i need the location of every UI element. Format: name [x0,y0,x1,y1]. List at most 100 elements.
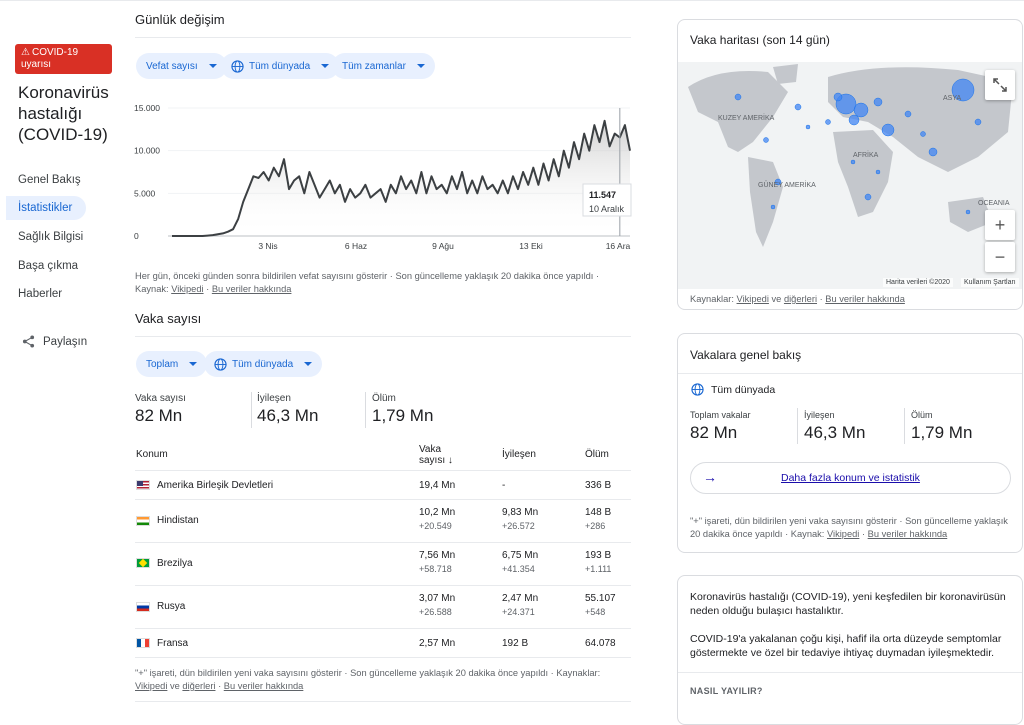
table-row[interactable]: Amerika Birleşik Devletleri 19,4 Mn - 33… [135,471,631,500]
wikipedia-link[interactable]: Vikipedi [826,529,860,539]
row-cases-value: 3,07 Mn [419,593,456,604]
table-row[interactable]: Hindistan 10,2 Mn +20.549 9,83 Mn +26.572 … [135,500,631,543]
row-location: Rusya [157,601,186,612]
row-cases: 7,56 Mn +58.718 [419,550,455,574]
scope-label: Tüm dünyada [711,383,776,396]
row-location: Brezilya [157,558,193,569]
about-data-link[interactable]: Bu veriler hakkında [825,294,905,304]
row-cases-value: 10,2 Mn [419,507,456,518]
metric-dropdown-label: Vefat sayısı [146,60,198,72]
total-cases-label: Toplam vakalar [690,410,751,420]
chart-x-tick-label: 9 Ağu [432,241,454,251]
col-cases[interactable]: Vaka sayısı ↓ [419,444,453,466]
summary-recovered-label: İyileşen [257,393,291,404]
row-cases: 2,57 Mn [419,638,456,649]
row-location: Fransa [157,638,189,649]
divider [797,408,798,444]
recovered-value: 46,3 Mn [804,423,866,442]
deaths-label: Ölüm [911,410,933,420]
chart-x-tick-label: 13 Eki [519,241,543,251]
wikipedia-link[interactable]: Vikipedi [135,681,168,691]
covid-alert-badge[interactable]: ⚠ COVID-19 uyarısı [15,44,112,74]
table-row[interactable]: Fransa 2,57 Mn 192 B 64.078 [135,629,631,658]
table-header: Konum Vaka sayısı ↓ İyileşen Ölüm [135,442,631,471]
row-cases: 10,2 Mn +20.549 [419,507,455,531]
share-button[interactable]: Paylaşın [22,335,87,348]
summary-deaths-label: Ölüm [372,393,396,404]
row-deaths-new: +286 [585,521,606,531]
cases-region-dropdown[interactable]: Tüm dünyada [204,351,323,377]
divider [251,392,252,428]
fullscreen-button[interactable] [985,70,1015,100]
sidebar-item-coping[interactable]: Başa çıkma [18,260,79,272]
zoom-out-button[interactable]: − [985,242,1015,272]
divider [135,701,631,702]
row-deaths: 55.107 +548 [585,593,616,617]
summary-cases-label: Vaka sayısı [135,393,186,404]
more-stats-button[interactable]: → Daha fazla konum ve istatistik [690,462,1011,494]
metric-dropdown[interactable]: Vefat sayısı [136,53,227,79]
sidebar-item-overview[interactable]: Genel Bakış [18,174,81,186]
how-spreads-heading[interactable]: NASIL YAYILIR? [690,686,763,696]
daily-note-text: Her gün, önceki günden sonra bildirilen … [135,271,600,281]
deaths-value: 1,79 Mn [911,423,973,442]
chart-tooltip: 11.547 10 Aralık [582,183,632,217]
chart-y-tick-label: 15.000 [134,103,160,113]
daily-deaths-chart[interactable]: 15.000 10.000 5.000 0 3 Nis 6 Haz 9 Ağu 13 Eki 1… [128,96,634,256]
others-link[interactable]: diğerleri [182,681,216,691]
about-data-link[interactable]: Bu veriler hakkında [867,529,948,539]
zoom-in-button[interactable]: + [985,210,1015,240]
wikipedia-link[interactable]: Vikipedi [736,294,769,304]
source-label: Kaynak: [135,284,169,294]
brazil-flag-icon [136,558,150,568]
summary-cases-value: 82 Mn [135,406,183,425]
summary-deaths-value: 1,79 Mn [372,406,434,425]
share-icon [22,335,35,348]
row-deaths: 193 B +1.111 [585,550,611,574]
alert-label: COVID-19 uyarısı [21,47,79,70]
row-deaths-new: +1.111 [585,564,612,574]
about-data-link[interactable]: Bu veriler hakkında [211,284,292,294]
row-deaths-value: 148 B [585,507,612,518]
france-flag-icon [136,638,150,648]
map-label-africa: AFRİKA [853,150,879,159]
chevron-down-icon [304,362,313,366]
timerange-dropdown[interactable]: Tüm zamanlar [332,53,435,79]
page-title: Koronavirüs hastalığı (COVID-19) [18,83,109,144]
recovered-label: İyileşen [804,410,835,420]
divider [365,392,366,428]
table-row[interactable]: Brezilya 7,56 Mn +58.718 6,75 Mn +41.354 1… [135,543,631,586]
chart-x-tick-label: 16 Ara [606,241,631,251]
and-text: ve [169,681,180,691]
region-dropdown[interactable]: Tüm dünyada [221,53,340,79]
about-paragraph-1: Koronavirüs hastalığı (COVID-19), yeni k… [690,591,1006,617]
daily-change-title: Günlük değişim [135,12,225,27]
col-cases-line1: Vaka [419,444,442,455]
about-paragraph-2: COVID-19'a yakalanan çoğu kişi, hafif il… [690,633,1002,659]
table-row[interactable]: Rusya 3,07 Mn +26.588 2,47 Mn +24.371 55.1… [135,586,631,629]
sidebar-item-statistics[interactable]: İstatistikler [6,196,87,220]
total-dropdown[interactable]: Toplam [136,351,208,377]
others-link[interactable]: diğerleri [783,294,818,304]
row-deaths-new: +548 [585,607,606,617]
map-label-oceania: OCEANIA [978,200,1010,207]
sidebar-item-news[interactable]: Haberler [18,288,63,300]
globe-icon [231,59,244,73]
india-flag-icon [136,516,150,526]
expand-icon [993,78,1007,92]
world-map[interactable]: KUZEY AMERİKA GÜNEY AMERİKA AFRİKA ASYA … [678,62,1023,289]
divider [135,336,631,337]
row-deaths: 148 B +286 [585,507,611,531]
wikipedia-link[interactable]: Vikipedi [171,284,204,294]
about-data-link[interactable]: Bu veriler hakkında [223,681,304,691]
case-overview-panel: Vakalara genel bakış Tüm dünyada Toplam … [677,333,1023,553]
overview-title: Vakalara genel bakış [690,348,802,362]
total-cases-value: 82 Mn [690,423,738,442]
and-text: ve [771,294,782,304]
chart-series-line [172,119,631,237]
map-terms-link[interactable]: Kullanım Şartları [961,278,1019,287]
row-cases-new: +26.588 [419,607,452,617]
more-stats-label: Daha fazla konum ve istatistik [781,472,920,484]
sidebar-item-health-info[interactable]: Sağlık Bilgisi [18,231,84,243]
case-count-title: Vaka sayısı [135,311,202,326]
